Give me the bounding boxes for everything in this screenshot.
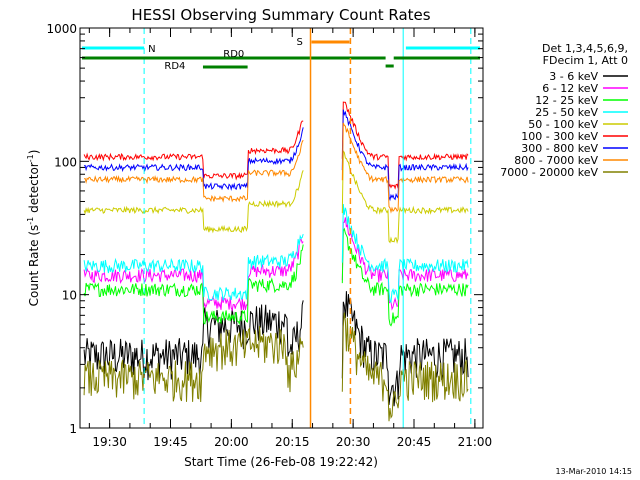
y-tick-label: 100	[54, 155, 77, 169]
series-line	[83, 120, 304, 181]
series-line	[341, 122, 469, 214]
y-tick-label: 10	[62, 289, 77, 303]
x-axis-label: Start Time (26-Feb-08 19:22:42)	[184, 455, 378, 469]
legend: Det 1,3,4,5,6,9, FDecim 1, Att 0 3 - 6 k…	[500, 42, 628, 179]
series-line	[341, 149, 469, 244]
legend-label: 6 - 12 keV	[542, 82, 598, 95]
series-line	[83, 239, 304, 312]
s-label: S	[297, 37, 303, 48]
rd4-label: RD4	[164, 61, 185, 72]
y-label-part1: Count Rate (s	[27, 225, 41, 307]
y-label-sup1: -1	[26, 217, 35, 225]
y-tick-label: 1	[69, 422, 77, 436]
x-tick-label: 19:30	[92, 435, 127, 449]
series-line	[83, 127, 304, 192]
series-layer	[83, 101, 469, 422]
x-tick-label: 20:45	[397, 435, 432, 449]
legend-header-2: FDecim 1, Att 0	[543, 54, 628, 67]
legend-label: 300 - 800 keV	[521, 142, 598, 155]
y-label-sup2: -1	[26, 154, 35, 162]
series-line	[341, 312, 469, 422]
series-line	[83, 139, 304, 203]
legend-label: 3 - 6 keV	[549, 70, 598, 83]
series-line	[341, 101, 469, 190]
series-line	[341, 217, 469, 311]
orbit-n-label: N	[148, 44, 155, 55]
x-tick-label: 20:30	[336, 435, 371, 449]
y-label-part2: detector	[27, 162, 41, 217]
x-tick-label: 19:45	[153, 435, 188, 449]
y-label-part3: )	[27, 150, 41, 155]
legend-label: 25 - 50 keV	[535, 106, 598, 119]
series-line	[83, 170, 304, 234]
plot-frame	[79, 27, 484, 429]
footer-date: 13-Mar-2010 14:15	[556, 467, 633, 476]
legend-label: 100 - 300 keV	[521, 130, 598, 143]
series-line	[83, 233, 304, 301]
x-tick-label: 21:00	[458, 435, 493, 449]
annotation-layer: N RD0 RD4 S	[82, 28, 480, 428]
legend-header-1: Det 1,3,4,5,6,9,	[542, 42, 628, 55]
series-line	[83, 244, 304, 326]
y-tick-label: 1000	[46, 22, 77, 36]
rd0-label: RD0	[223, 49, 244, 60]
series-line	[83, 300, 304, 381]
legend-label: 12 - 25 keV	[535, 94, 598, 107]
series-line	[83, 325, 304, 403]
x-tick-label: 20:15	[275, 435, 310, 449]
legend-label: 50 - 100 keV	[528, 118, 598, 131]
series-line	[341, 227, 469, 327]
series-line	[341, 109, 469, 202]
x-tick-label: 20:00	[214, 435, 249, 449]
legend-label: 800 - 7000 keV	[514, 154, 598, 167]
chart-title: HESSI Observing Summary Count Rates	[131, 6, 430, 24]
series-line	[341, 203, 469, 304]
axis-layer: 1 10 100 1000 19:30 19:45 20:00 20:15 20:30 20:45…	[46, 22, 492, 449]
y-axis-label: Count Rate (s-1 detector-1)	[26, 150, 41, 307]
legend-label: 7000 - 20000 keV	[500, 166, 598, 179]
